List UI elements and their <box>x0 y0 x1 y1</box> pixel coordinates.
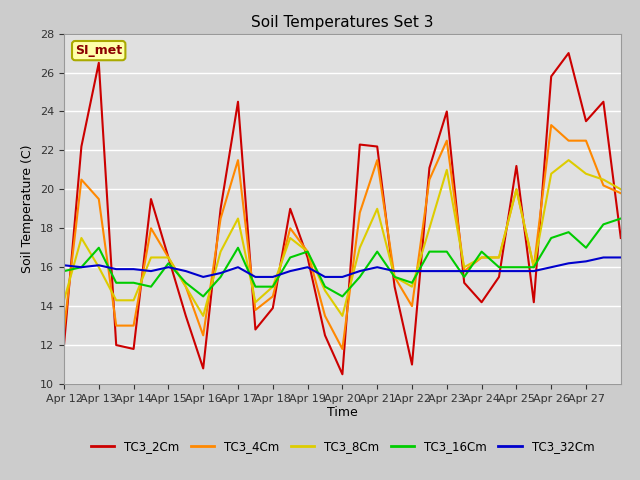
X-axis label: Time: Time <box>327 407 358 420</box>
Text: SI_met: SI_met <box>75 44 122 57</box>
Legend: TC3_2Cm, TC3_4Cm, TC3_8Cm, TC3_16Cm, TC3_32Cm: TC3_2Cm, TC3_4Cm, TC3_8Cm, TC3_16Cm, TC3… <box>86 435 599 458</box>
Title: Soil Temperatures Set 3: Soil Temperatures Set 3 <box>251 15 434 30</box>
Y-axis label: Soil Temperature (C): Soil Temperature (C) <box>22 144 35 273</box>
